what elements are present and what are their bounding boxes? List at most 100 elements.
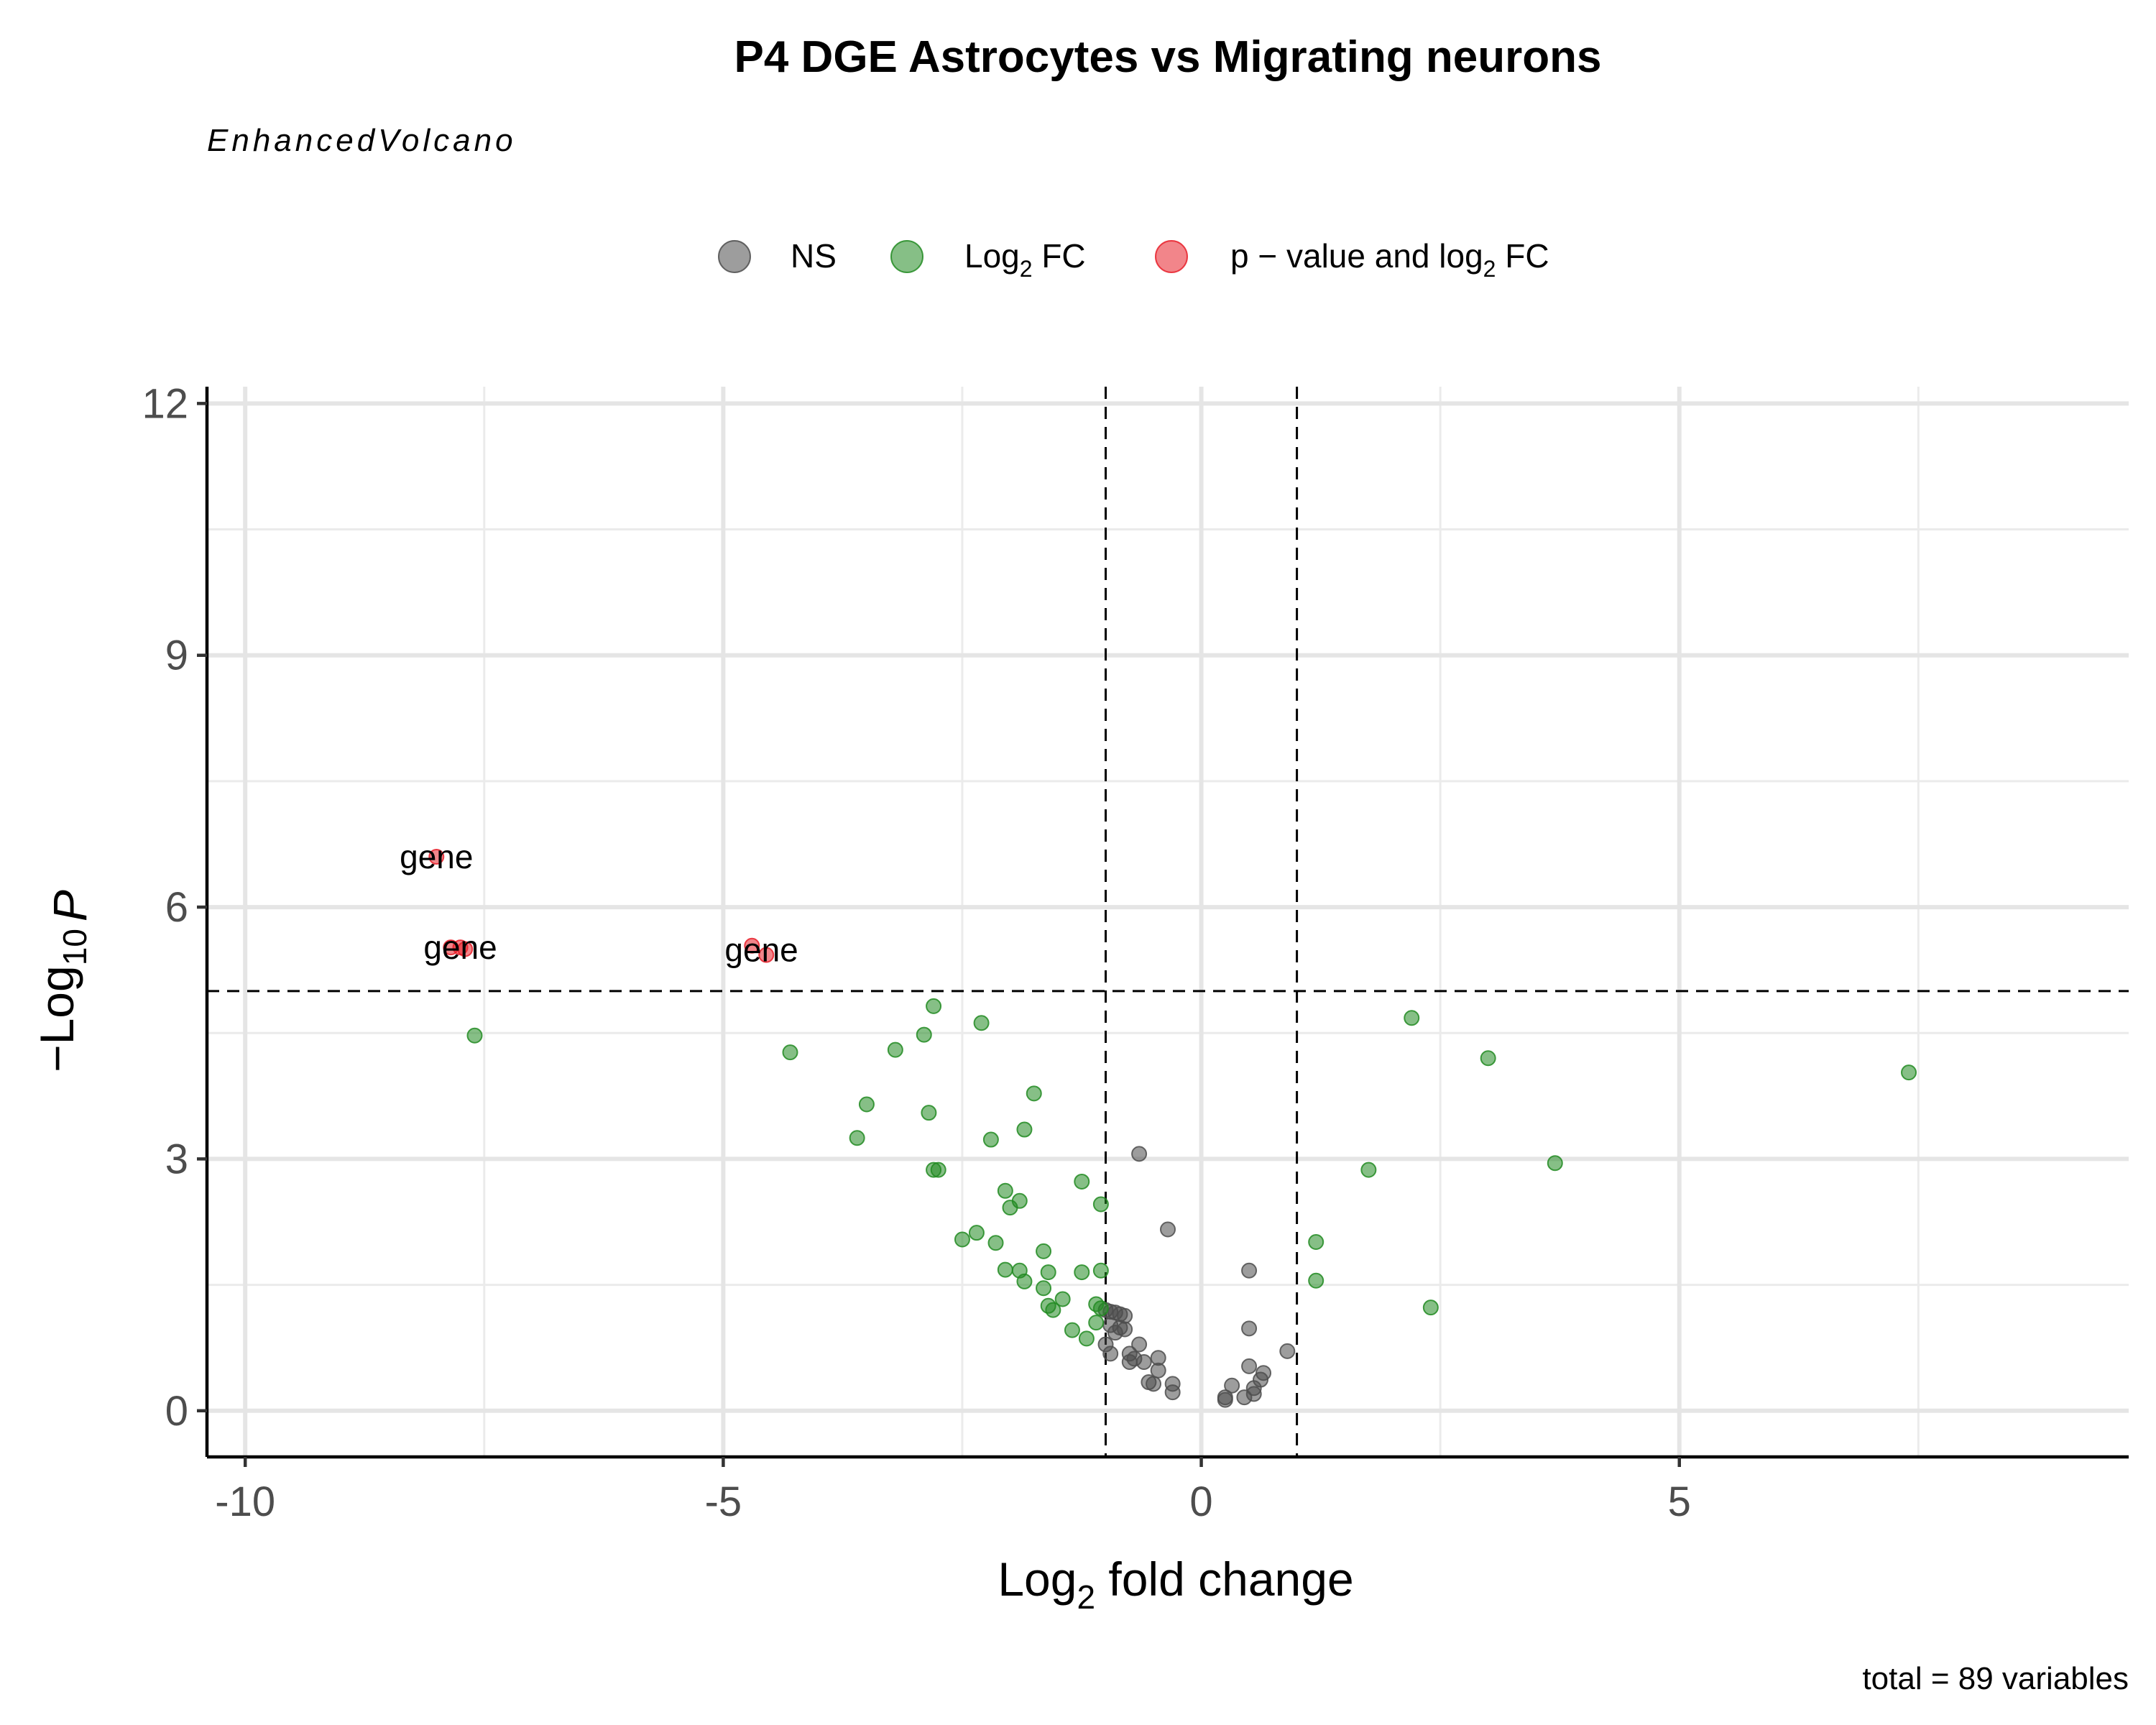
point-both	[457, 941, 474, 957]
chart-title: P4 DGE Astrocytes vs Migrating neurons	[734, 32, 1601, 82]
y-tick-label: 9	[165, 632, 188, 679]
gene-label: gene	[724, 932, 798, 969]
point-ns	[1236, 1389, 1253, 1406]
legend: NS Log2 FC p − value and log2 FC	[718, 237, 1549, 282]
point-fc	[1040, 1264, 1056, 1281]
y-tick-label: 6	[165, 884, 188, 931]
legend-key-both	[1155, 240, 1188, 273]
x-tick-label: -10	[215, 1478, 275, 1525]
point-fc	[973, 1015, 990, 1031]
point-fc	[1026, 1085, 1042, 1102]
data-points	[428, 848, 1917, 1408]
label-subscript: 2	[1483, 256, 1496, 282]
x-tick-label: 0	[1189, 1478, 1212, 1525]
point-fc	[1002, 1200, 1018, 1216]
y-tick-label: 3	[165, 1136, 188, 1182]
point-ns	[1241, 1320, 1258, 1337]
point-ns	[1241, 1262, 1258, 1279]
label-text: Log	[964, 237, 1020, 275]
point-ns	[1102, 1346, 1119, 1362]
point-fc	[1016, 1273, 1033, 1289]
point-ns	[1135, 1354, 1152, 1371]
label-text: FC	[1496, 237, 1549, 275]
label-text: FC	[1033, 237, 1086, 275]
point-fc	[916, 1026, 932, 1043]
point-fc	[926, 998, 942, 1014]
point-fc	[1422, 1300, 1439, 1316]
point-fc	[1480, 1050, 1496, 1067]
point-ns	[1241, 1358, 1258, 1374]
legend-key-ns	[718, 240, 751, 273]
y-tick-label: 12	[142, 380, 188, 427]
gene-label: gene	[400, 838, 473, 875]
point-fc	[1036, 1280, 1052, 1297]
gene-label: gene	[423, 929, 497, 966]
point-fc	[997, 1261, 1013, 1278]
point-ns	[1131, 1336, 1148, 1353]
point-fc	[782, 1044, 798, 1061]
point-fc	[1308, 1234, 1325, 1251]
point-fc	[1016, 1121, 1033, 1138]
point-fc	[1078, 1330, 1095, 1347]
point-fc	[968, 1225, 985, 1241]
x-tick-label: -5	[705, 1478, 742, 1525]
point-fc	[982, 1131, 999, 1148]
point-ns	[1107, 1325, 1123, 1341]
point-both	[758, 947, 775, 963]
legend-key-fc	[890, 240, 923, 273]
chart-subtitle: EnhancedVolcano	[207, 123, 517, 158]
point-ns	[1224, 1377, 1240, 1394]
y-tick-label: 0	[165, 1388, 188, 1435]
point-ns	[1146, 1376, 1162, 1392]
point-ns	[1279, 1343, 1296, 1359]
point-fc	[1308, 1272, 1325, 1289]
legend-label-ns: NS	[791, 237, 837, 275]
label-text: fold change	[1095, 1552, 1354, 1606]
point-both	[428, 848, 445, 865]
label-subscript: 10	[56, 929, 93, 965]
grid	[207, 387, 2129, 1457]
label-subscript: 2	[1077, 1578, 1095, 1616]
tick-labels: -10 -5 0 5 0 3 6 9 12	[142, 380, 1690, 1525]
chart-caption: total = 89 variables	[1862, 1661, 2129, 1696]
point-fc	[1404, 1010, 1420, 1026]
point-fc	[1054, 1291, 1071, 1307]
label-text: Log	[998, 1552, 1077, 1606]
axes	[197, 387, 2129, 1467]
point-fc	[1092, 1196, 1109, 1213]
point-fc	[1088, 1315, 1105, 1331]
point-ns	[1131, 1146, 1148, 1162]
label-text: −Log	[30, 965, 83, 1072]
label-subscript: 2	[1020, 256, 1033, 282]
point-ns	[1160, 1221, 1176, 1238]
cutoff-lines	[207, 387, 2129, 1457]
point-fc	[930, 1162, 946, 1178]
point-fc	[466, 1027, 483, 1044]
point-both	[744, 937, 760, 954]
legend-label-both: p − value and log2 FC	[1230, 237, 1549, 282]
point-ns	[1217, 1392, 1233, 1408]
point-fc	[1360, 1162, 1377, 1178]
label-text: P	[43, 890, 96, 921]
point-fc	[1547, 1155, 1563, 1172]
point-fc	[1036, 1243, 1052, 1259]
point-fc	[1901, 1064, 1917, 1081]
point-fc	[887, 1041, 903, 1058]
point-fc	[849, 1130, 865, 1146]
point-fc	[1092, 1262, 1109, 1279]
point-ns	[1164, 1384, 1181, 1401]
label-text: p − value and log	[1230, 237, 1483, 275]
point-fc	[1074, 1173, 1090, 1190]
point-fc	[997, 1182, 1013, 1199]
point-ns	[1150, 1362, 1166, 1379]
x-tick-label: 5	[1668, 1478, 1691, 1525]
x-axis-title: Log2 fold change	[998, 1552, 1353, 1616]
point-fc	[1064, 1322, 1080, 1338]
point-fc	[954, 1231, 970, 1248]
point-fc	[987, 1235, 1004, 1251]
point-fc	[921, 1105, 937, 1121]
point-fc	[1045, 1302, 1061, 1318]
y-axis-title: −Log10 P	[30, 890, 96, 1072]
